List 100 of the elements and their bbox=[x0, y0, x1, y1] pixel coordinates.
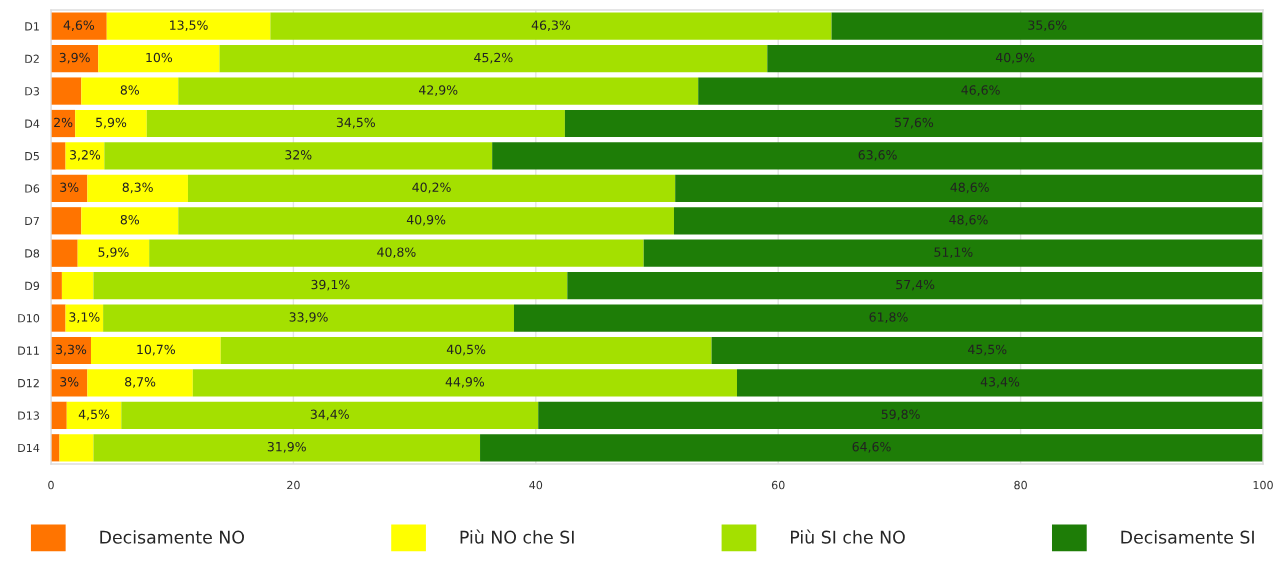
data-label: 39,1% bbox=[311, 279, 350, 291]
bar bbox=[104, 142, 493, 170]
legend-label: Più NO che SI bbox=[460, 529, 574, 544]
bar bbox=[513, 304, 1263, 332]
legend-label: Decisamente SI bbox=[1121, 530, 1254, 544]
data-label: 61,8% bbox=[869, 312, 908, 323]
data-label: 40,2% bbox=[412, 182, 451, 194]
bar bbox=[149, 239, 644, 267]
data-label: 33,9% bbox=[289, 312, 328, 323]
data-label: 34,5% bbox=[336, 117, 375, 129]
legend-label: Decisamente NO bbox=[100, 530, 245, 544]
bar bbox=[146, 109, 565, 138]
bar bbox=[121, 401, 539, 429]
data-label: 8,3% bbox=[122, 182, 153, 194]
data-label: 64,6% bbox=[852, 441, 891, 453]
data-label: 10,7% bbox=[137, 344, 175, 356]
data-label: 8% bbox=[120, 85, 140, 95]
data-label: 63,6% bbox=[858, 150, 897, 161]
data-label: 57,4% bbox=[896, 279, 935, 291]
data-label: 40,9% bbox=[406, 214, 446, 226]
data-label: 5,9% bbox=[96, 117, 127, 129]
y-tick-label: D8 bbox=[25, 249, 40, 258]
bar bbox=[106, 12, 271, 40]
bar bbox=[767, 45, 1263, 73]
bar bbox=[51, 45, 99, 73]
bar bbox=[480, 434, 1263, 462]
x-tick-label: 60 bbox=[771, 480, 785, 490]
data-label: 3% bbox=[60, 377, 79, 387]
bar bbox=[87, 369, 193, 397]
bar bbox=[81, 77, 179, 105]
data-label: 3,1% bbox=[69, 312, 100, 323]
y-tick-label: D6 bbox=[25, 184, 40, 193]
data-label: 31,9% bbox=[267, 441, 306, 453]
bar bbox=[81, 207, 179, 235]
y-tick-label: D12 bbox=[18, 378, 39, 388]
bar bbox=[51, 207, 82, 235]
y-tick-label: D9 bbox=[25, 281, 40, 291]
y-tick-label: D13 bbox=[18, 411, 39, 420]
bar bbox=[711, 336, 1263, 365]
bar bbox=[51, 239, 78, 267]
bar bbox=[77, 239, 150, 267]
data-label: 59,8% bbox=[881, 409, 920, 421]
bar bbox=[51, 272, 62, 300]
bar bbox=[219, 45, 768, 73]
data-label: 3% bbox=[60, 182, 79, 192]
bar bbox=[65, 142, 105, 170]
bar bbox=[564, 109, 1263, 138]
bar bbox=[65, 304, 104, 332]
x-tick-label: 80 bbox=[1014, 480, 1027, 490]
data-label: 4,5% bbox=[78, 409, 110, 421]
data-label: 48,6% bbox=[950, 182, 989, 194]
bar bbox=[220, 336, 712, 365]
y-tick-label: D1 bbox=[25, 22, 39, 31]
data-label: 8% bbox=[120, 214, 140, 225]
data-label: 4,6% bbox=[63, 20, 95, 32]
data-label: 32% bbox=[285, 150, 312, 160]
data-label: 8,7% bbox=[125, 377, 156, 388]
bar bbox=[698, 77, 1263, 105]
bar bbox=[270, 12, 832, 40]
x-tick-label: 40 bbox=[529, 480, 543, 490]
y-tick-label: D11 bbox=[18, 346, 39, 355]
bar bbox=[51, 304, 66, 332]
bar bbox=[93, 434, 481, 462]
data-label: 2% bbox=[54, 117, 73, 128]
bar bbox=[492, 142, 1263, 170]
bar bbox=[675, 174, 1263, 202]
y-tick-label: D2 bbox=[25, 54, 39, 63]
data-label: 13,5% bbox=[170, 20, 208, 32]
data-label: 40,8% bbox=[377, 247, 416, 259]
data-label: 5,9% bbox=[98, 247, 129, 259]
bar bbox=[87, 174, 188, 202]
data-label: 3,2% bbox=[70, 150, 101, 161]
data-label: 46,6% bbox=[961, 85, 1000, 96]
data-label: 3,3% bbox=[56, 344, 87, 356]
bar bbox=[61, 272, 94, 300]
y-tick-label: D7 bbox=[25, 216, 39, 226]
bar bbox=[51, 174, 88, 202]
bar bbox=[75, 109, 147, 138]
bar bbox=[59, 434, 94, 462]
bar bbox=[51, 77, 82, 105]
data-label: 44,9% bbox=[445, 377, 485, 388]
x-tick-label: 100 bbox=[1253, 480, 1273, 490]
data-label: 48,6% bbox=[949, 214, 988, 226]
bar bbox=[673, 207, 1263, 235]
bar bbox=[51, 401, 67, 429]
bar bbox=[51, 12, 107, 40]
bar bbox=[93, 272, 568, 300]
bar bbox=[51, 369, 88, 397]
y-tick-label: D14 bbox=[18, 443, 40, 453]
bar bbox=[538, 401, 1263, 429]
data-label: 51,1% bbox=[934, 247, 973, 259]
data-label: 34,4% bbox=[310, 409, 349, 421]
data-label: 45,5% bbox=[968, 344, 1007, 356]
x-tick-label: 20 bbox=[287, 480, 300, 490]
bar bbox=[66, 401, 122, 429]
data-label: 3,9% bbox=[59, 52, 90, 64]
bar bbox=[643, 239, 1263, 267]
data-label: 43,4% bbox=[980, 377, 1020, 388]
data-label: 42,9% bbox=[418, 85, 458, 96]
bar bbox=[51, 142, 66, 170]
